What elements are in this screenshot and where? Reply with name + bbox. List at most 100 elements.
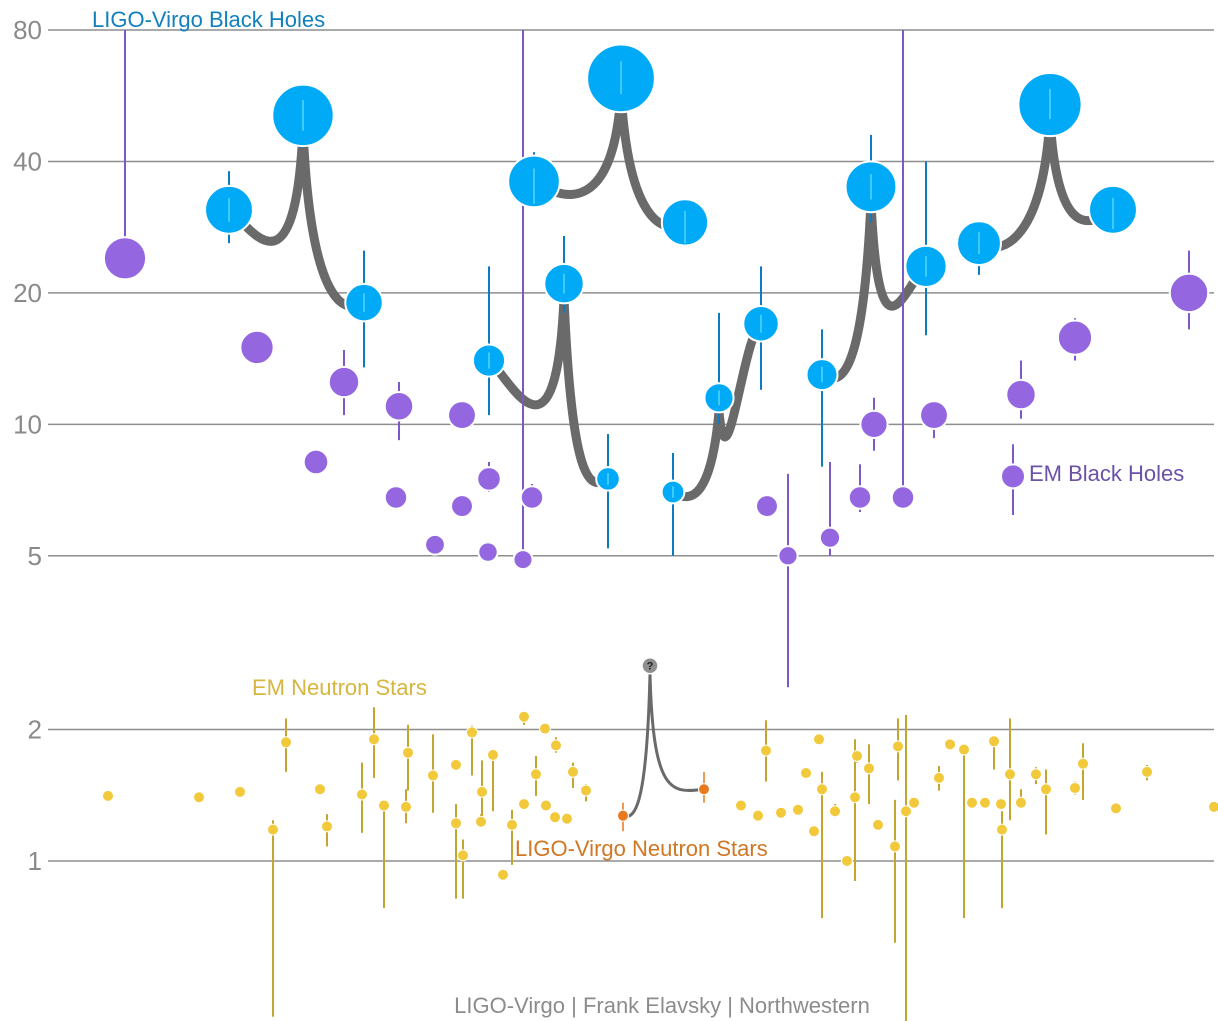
legend-em-neutron-stars: EM Neutron Stars <box>252 675 427 700</box>
merger-curve <box>484 297 613 488</box>
em-bh-point <box>477 541 499 563</box>
em-bh-point <box>327 365 361 399</box>
em-ns-point <box>1030 768 1042 781</box>
em-ns-point <box>567 765 579 778</box>
em-ns-point <box>378 799 390 812</box>
em-ns-point <box>427 769 439 782</box>
em-ns-point <box>476 785 488 798</box>
em-bh-point <box>512 549 534 571</box>
series-labels: LIGO-Virgo Black Holes EM Black Holes EM… <box>92 7 1184 861</box>
em-ns-point <box>518 798 530 811</box>
em-bh-point <box>919 400 949 431</box>
merger-curve <box>668 319 766 502</box>
em-ns-point <box>550 739 562 752</box>
em-ns-point <box>530 768 542 781</box>
em-ns-point <box>506 818 518 831</box>
em-ns-point <box>813 733 825 746</box>
em-ns-point <box>1208 800 1218 813</box>
em-ns-point <box>356 788 368 801</box>
em-ns-point <box>321 820 333 833</box>
em-ns-point <box>450 817 462 830</box>
merger-curve <box>974 118 1118 252</box>
em-ns-point <box>760 744 772 757</box>
em-ns-point <box>849 791 861 804</box>
em-ns-point <box>889 840 901 853</box>
em-bh-point <box>519 485 545 510</box>
em-bh-point <box>424 533 446 556</box>
em-ns-point <box>851 749 863 762</box>
em-ns-point <box>549 811 561 824</box>
y-tick-label: 1 <box>28 846 42 876</box>
em-ns-point <box>792 803 804 816</box>
em-ns-point <box>735 799 747 812</box>
em-ns-point <box>988 735 1000 748</box>
merger-curve <box>529 92 690 232</box>
em-ns-point <box>944 738 956 751</box>
em-ns-point <box>1004 768 1016 781</box>
em-ns-point <box>466 726 478 739</box>
ligo-ns-point <box>698 783 710 796</box>
em-bh-point <box>1056 319 1094 356</box>
em-ns-point <box>457 849 469 862</box>
merger-curve <box>817 200 931 383</box>
em-ns-point <box>450 758 462 771</box>
em-ns-point <box>497 868 509 881</box>
em-ns-point <box>1141 765 1153 778</box>
em-ns-point <box>892 740 904 753</box>
em-bh-point <box>383 391 415 422</box>
em-bh-point <box>476 466 502 492</box>
em-bh-point <box>847 485 873 510</box>
y-tick-label: 80 <box>13 15 42 45</box>
em-bh-point <box>890 485 916 510</box>
data-points: ? <box>102 43 1218 881</box>
em-ns-point <box>267 823 279 836</box>
em-bh-point <box>302 448 330 476</box>
em-ns-point <box>280 736 292 749</box>
em-ns-point <box>995 798 1007 811</box>
ligo-ns-point <box>617 809 629 822</box>
em-bh-point <box>1168 272 1210 314</box>
em-ns-point <box>775 806 787 819</box>
em-ns-point <box>539 722 551 735</box>
em-ns-point <box>979 796 991 809</box>
chart-credit: LIGO-Virgo | Frank Elavsky | Northwester… <box>454 993 870 1018</box>
em-bh-point <box>755 494 779 518</box>
y-tick-label: 20 <box>13 278 42 308</box>
legend-ligo-virgo-neutron-stars: LIGO-Virgo Neutron Stars <box>515 836 768 861</box>
em-ns-point <box>1040 783 1052 796</box>
em-ns-point <box>400 800 412 813</box>
em-ns-point <box>561 812 573 825</box>
em-bh-point <box>818 526 842 549</box>
em-ns-point <box>900 805 912 818</box>
em-ns-point <box>908 796 920 809</box>
em-ns-point <box>872 818 884 831</box>
merger-curves <box>224 92 1118 818</box>
em-ns-point <box>475 815 487 828</box>
em-ns-point <box>487 748 499 761</box>
em-ns-point <box>193 791 205 804</box>
error-bars <box>124 30 1190 1021</box>
em-ns-point <box>368 733 380 746</box>
ns-merger-curve <box>621 673 706 818</box>
em-bh-point <box>450 494 474 518</box>
y-tick-label: 2 <box>28 715 42 745</box>
em-bh-point <box>239 329 275 366</box>
em-ns-point <box>808 825 820 838</box>
em-ns-point <box>102 789 114 802</box>
em-bh-point <box>777 545 799 567</box>
em-bh-point <box>102 236 148 281</box>
legend-em-black-holes: EM Black Holes <box>1029 461 1184 486</box>
em-ns-point <box>863 762 875 775</box>
em-bh-point <box>1005 378 1037 411</box>
unknown-remnant-mark: ? <box>647 661 654 673</box>
y-tick-label: 5 <box>28 541 42 571</box>
em-ns-point <box>234 785 246 798</box>
em-bh-point <box>383 485 409 510</box>
em-ns-point <box>996 823 1008 836</box>
em-ns-point <box>402 746 414 759</box>
legend-ligo-virgo-black-holes: LIGO-Virgo Black Holes <box>92 7 325 32</box>
em-ns-point <box>752 809 764 822</box>
em-ns-point <box>816 783 828 796</box>
em-ns-point <box>800 767 812 780</box>
